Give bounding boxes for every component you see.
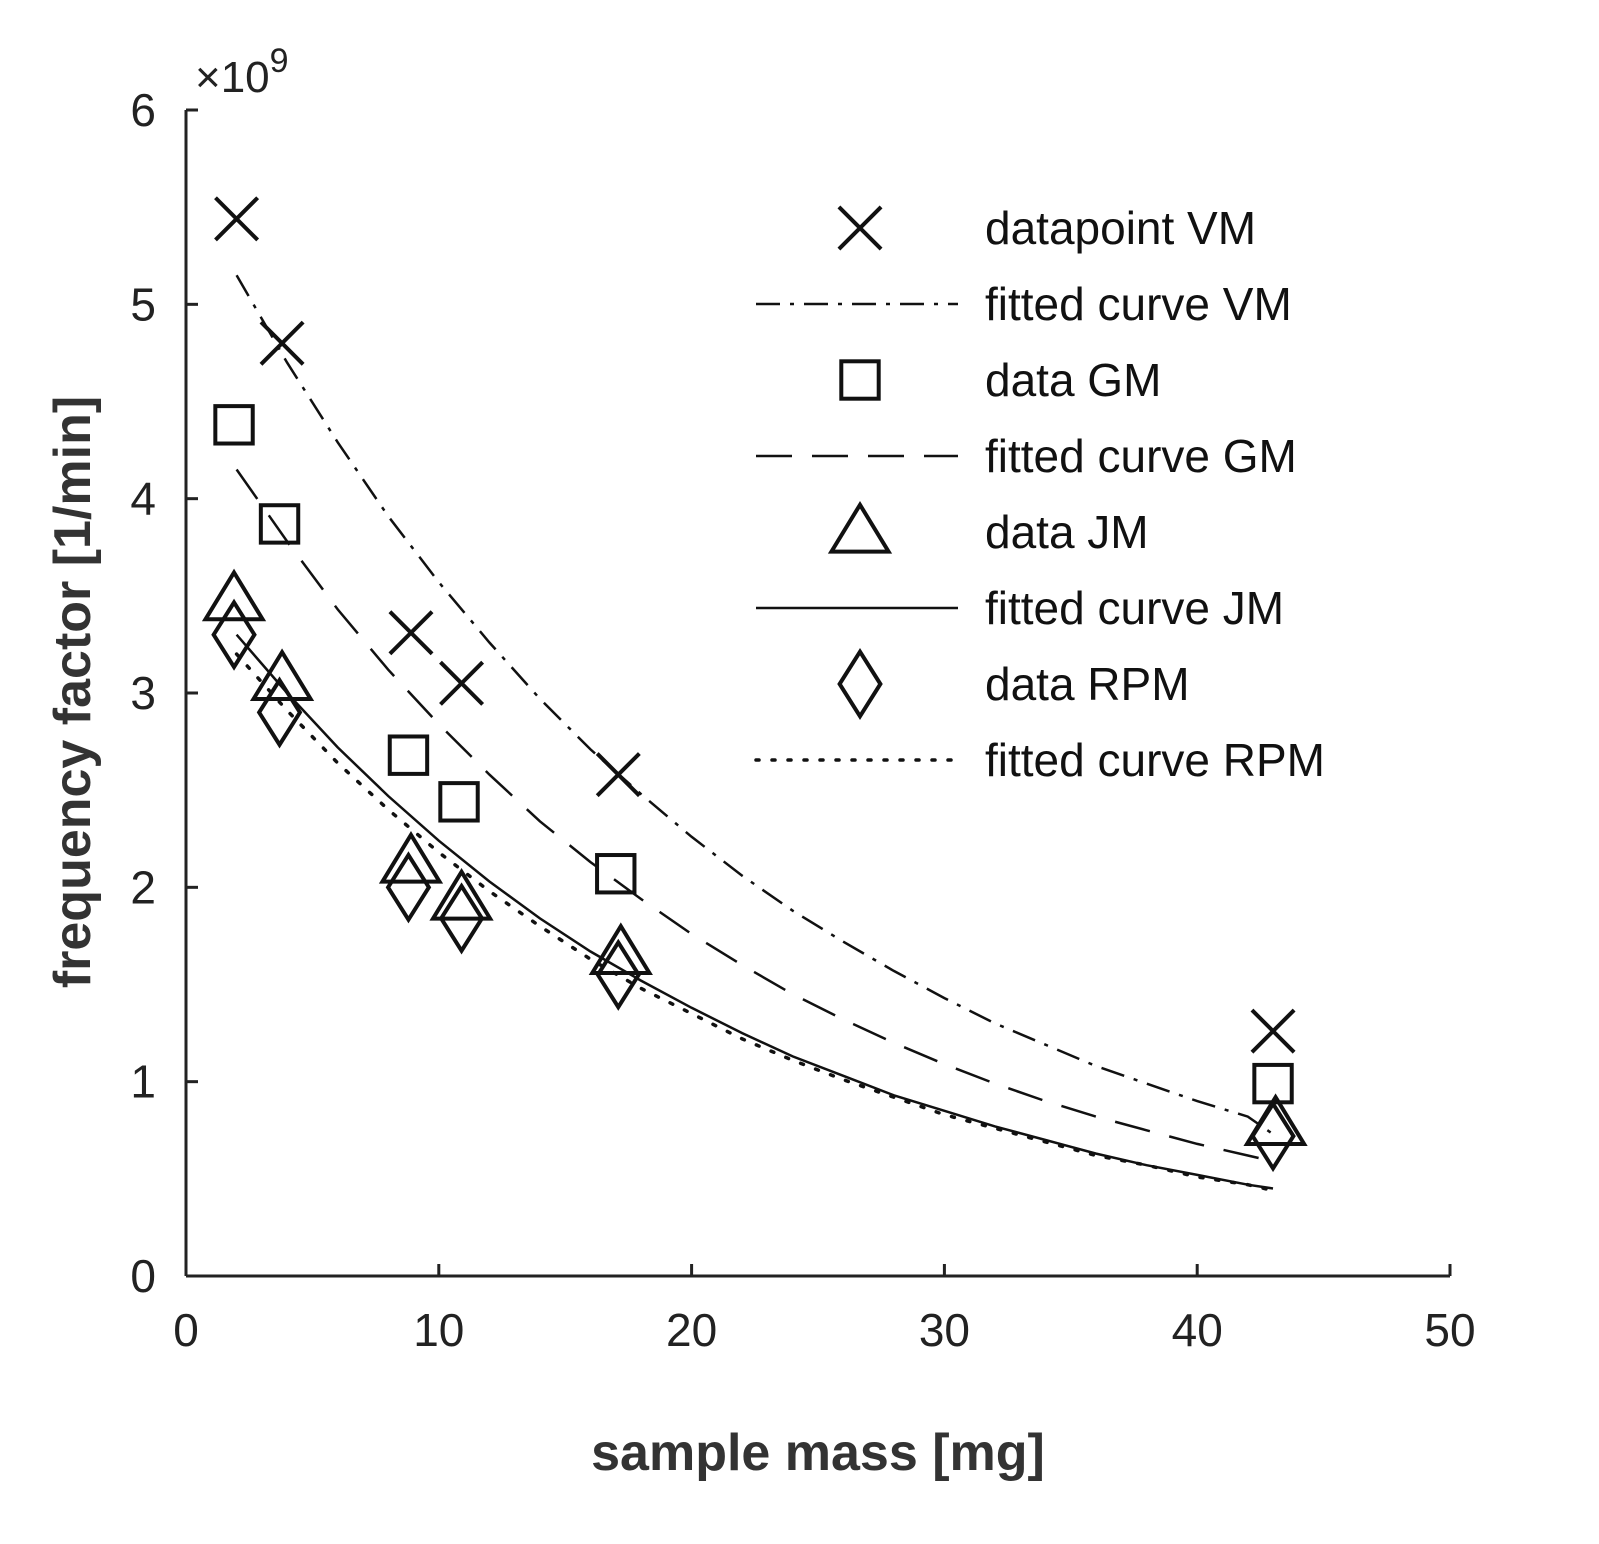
point-data-gm (387, 734, 430, 776)
point-data-jm (249, 648, 315, 701)
y-tick-label: 1 (130, 1056, 156, 1108)
x-tick-label: 20 (666, 1304, 717, 1356)
x-tick-label: 10 (413, 1304, 464, 1356)
legend-label-data-rpm: data RPM (985, 658, 1190, 710)
legend-marker-data-gm (839, 359, 881, 401)
point-data-gm (438, 781, 480, 823)
legend-marker-data-rpm (837, 647, 883, 721)
point-datapoint-vm (388, 610, 434, 656)
curve-fitted-curve-gm (235, 468, 1274, 1163)
fitted-curves (234, 274, 1275, 1193)
x-axis-label: sample mass [mg] (591, 1424, 1045, 1482)
point-data-gm (595, 853, 637, 895)
point-data-rpm (385, 851, 432, 924)
y-axis-exponent-prefix: ×10 (195, 53, 270, 102)
y-tick-label: 0 (130, 1250, 156, 1302)
point-datapoint-vm (439, 660, 485, 706)
point-datapoint-vm (595, 752, 641, 798)
y-axis-exponent: ×109 (195, 42, 289, 102)
legend-label-fitted-curve-jm: fitted curve JM (985, 582, 1284, 634)
point-datapoint-vm (259, 320, 305, 366)
y-tick-label: 3 (130, 667, 156, 719)
x-tick-label: 0 (173, 1304, 199, 1356)
point-data-gm (258, 503, 301, 545)
y-tick-label: 2 (130, 861, 156, 913)
curve-fitted-curve-rpm (234, 652, 1275, 1193)
legend: datapoint VM fitted curve VM data GM fitted… (754, 202, 1325, 786)
x-tick-label: 30 (919, 1304, 970, 1356)
legend-label-datapoint-vm: datapoint VM (985, 202, 1256, 254)
y-tick-label: 5 (130, 278, 156, 330)
curve-fitted-curve-vm (235, 274, 1274, 1136)
y-axis-exponent-power: 9 (270, 42, 289, 80)
y-axis-label: frequency factor [1/min] (44, 396, 102, 988)
point-data-jm (429, 867, 494, 921)
point-data-rpm (595, 938, 642, 1011)
legend-label-fitted-curve-vm: fitted curve VM (985, 278, 1292, 330)
point-data-rpm (438, 882, 485, 955)
point-datapoint-vm (1250, 1008, 1296, 1054)
point-datapoint-vm (214, 196, 260, 242)
legend-marker-data-jm (827, 500, 893, 554)
y-tick-label: 4 (130, 473, 156, 525)
point-data-jm (378, 831, 444, 884)
point-data-jm (201, 568, 267, 622)
legend-label-fitted-curve-gm: fitted curve GM (985, 430, 1297, 482)
legend-label-fitted-curve-rpm: fitted curve RPM (985, 734, 1325, 786)
legend-label-data-jm: data JM (985, 506, 1149, 558)
point-data-gm (213, 404, 255, 446)
legend-marker-datapoint-vm (837, 205, 883, 251)
x-tick-label: 50 (1424, 1304, 1475, 1356)
point-data-rpm (211, 598, 257, 671)
x-tick-label: 40 (1172, 1304, 1223, 1356)
y-tick-label: 6 (130, 84, 156, 136)
data-points (201, 196, 1308, 1173)
axes: 0 10 20 30 40 50 0 1 2 3 4 5 6 (130, 84, 1475, 1356)
point-data-rpm (1250, 1100, 1296, 1173)
point-data-jm (588, 922, 653, 975)
point-data-rpm (256, 676, 303, 749)
legend-label-data-gm: data GM (985, 354, 1161, 406)
